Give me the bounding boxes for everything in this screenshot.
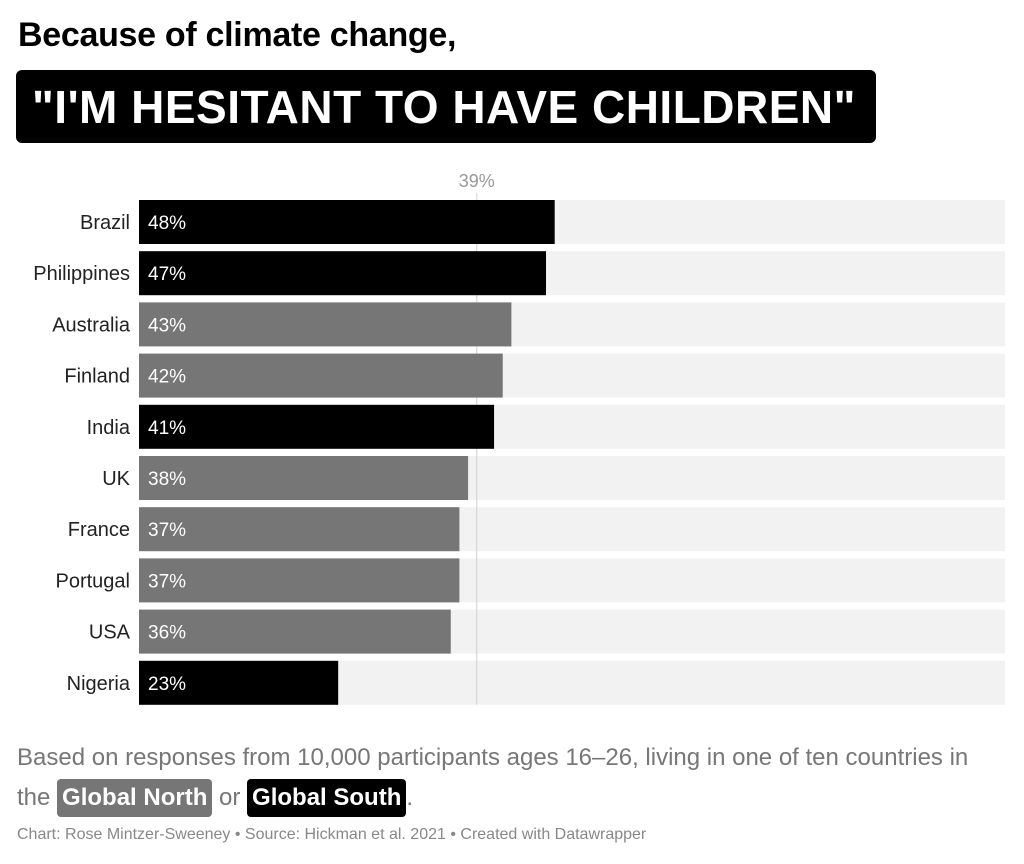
bar-value-label: 37% [148,520,186,541]
bar [139,302,512,347]
chart-title: "I'M HESITANT TO HAVE CHILDREN" [32,80,856,133]
category-label: Philippines [33,263,130,285]
bar-value-label: 38% [148,469,186,490]
bar-value-label: 47% [148,264,186,285]
bar-value-label: 43% [148,315,186,336]
bar-value-label: 42% [148,367,186,388]
category-label: Portugal [56,570,131,592]
category-label: USA [89,622,131,644]
bar-value-label: 36% [148,623,186,644]
category-label: France [68,519,130,541]
global-north-label: Global North [57,779,213,817]
chart-subtitle: Because of climate change, [18,16,457,54]
bar-chart: 39% 48% Brazil 47% Philippines 43% Australia 42… [33,171,1005,705]
category-label: Australia [52,314,131,336]
bar [139,200,555,244]
bar-value-label: 48% [148,213,186,234]
category-label: India [87,417,131,439]
category-label: Finland [64,366,130,388]
note-period: . [406,784,414,811]
bar-value-label: 41% [148,418,186,439]
bar [139,507,460,552]
bar [139,353,503,398]
note-connector: or [212,784,248,811]
category-label: Nigeria [67,673,131,695]
bar [139,404,495,449]
chart-title-box: "I'M HESITANT TO HAVE CHILDREN" [16,70,876,143]
bar [139,660,339,705]
chart-note: Based on responses from 10,000 participa… [17,738,1007,818]
note-text: Based on responses from 10,000 participa… [17,744,969,811]
bar [139,609,451,654]
global-south-label: Global South [247,779,407,817]
category-label: UK [102,468,130,490]
bar-value-label: 37% [148,571,186,592]
chart-credits: Chart: Rose Mintzer-Sweeney • Source: Hi… [17,826,647,843]
bar [139,456,469,500]
bar-value-label: 23% [148,674,186,695]
reference-line-label: 39% [459,171,495,191]
bar [139,251,547,296]
bar [139,558,460,603]
category-label: Brazil [80,212,130,234]
